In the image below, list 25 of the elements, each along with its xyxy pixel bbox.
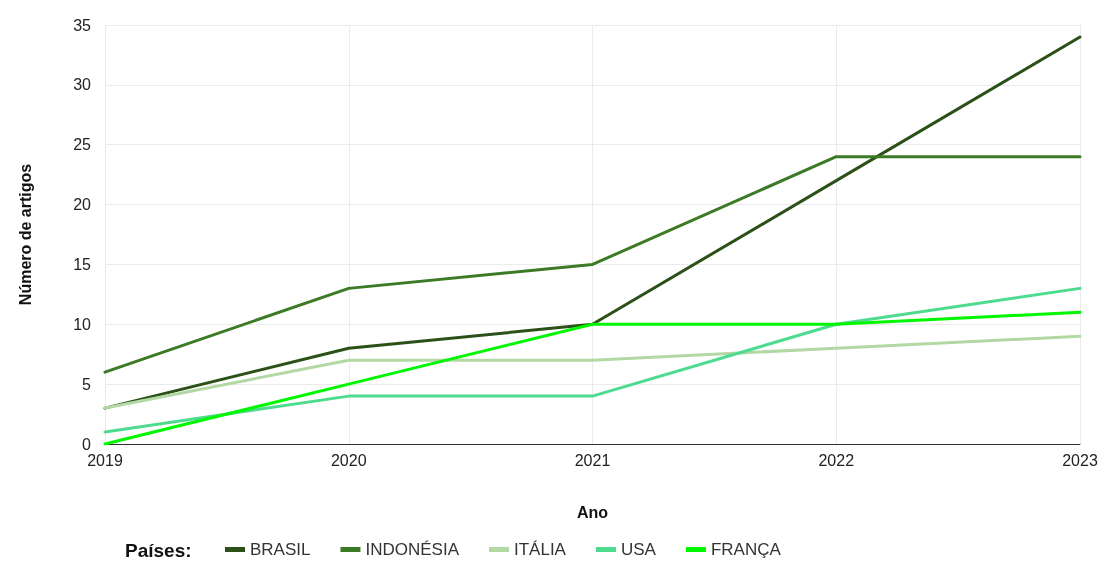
y-tick-label: 10	[73, 315, 92, 333]
x-tick-label: 2022	[818, 451, 855, 469]
y-tick-label: 15	[73, 255, 92, 273]
x-tick-label: 2020	[330, 451, 367, 469]
legend-label: INDONÉSIA	[365, 540, 460, 559]
y-tick-label: 5	[82, 375, 92, 393]
legend-title: Países:	[125, 540, 192, 561]
legend-label: FRANÇA	[710, 540, 782, 559]
line-series	[103, 286, 1082, 434]
x-tick-label: 2021	[574, 451, 611, 469]
x-tick-label: 2019	[87, 451, 123, 469]
line-series	[103, 155, 1082, 374]
y-axis-title: Número de artigos	[16, 163, 34, 306]
line-series	[103, 334, 1082, 410]
y-tick-label: 30	[73, 76, 92, 94]
y-tick-label: 20	[73, 196, 92, 214]
legend-label: ITÁLIA	[513, 540, 567, 559]
line-series	[103, 310, 1082, 446]
x-tick-label: 2023	[1062, 451, 1098, 469]
y-tick-label: 25	[73, 136, 92, 154]
legend-label: BRASIL	[250, 540, 311, 559]
x-axis-title: Ano	[576, 503, 609, 521]
y-tick-label: 35	[73, 16, 92, 34]
legend-label: USA	[620, 540, 657, 559]
y-tick-label: 0	[82, 435, 92, 453]
